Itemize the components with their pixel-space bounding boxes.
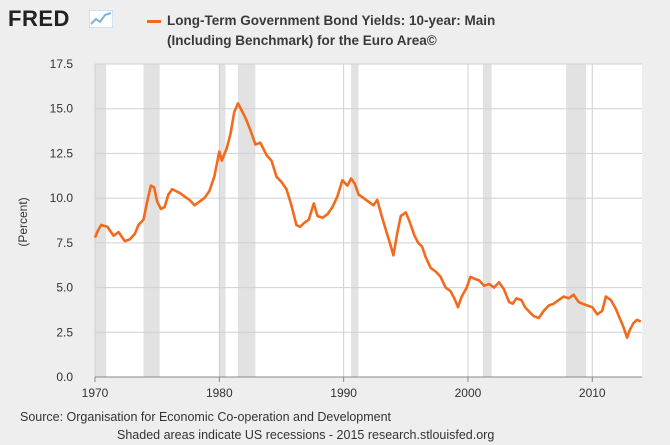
recession-band (566, 64, 587, 377)
y-tick-label: 17.5 (50, 57, 74, 71)
y-tick-label: 7.5 (56, 236, 73, 250)
recession-band (95, 64, 107, 377)
recession-band (351, 64, 359, 377)
legend-swatch (147, 20, 161, 23)
recession-note: Shaded areas indicate US recessions - 20… (117, 428, 495, 442)
header: FRED Long-Term Government Bond Yields: 1… (0, 0, 670, 52)
source-note: Source: Organisation for Economic Co-ope… (20, 410, 392, 424)
series-line (93, 101, 642, 340)
legend-label-line2: (Including Benchmark) for the Euro Area© (167, 33, 437, 48)
x-tick-label: 2000 (455, 386, 482, 400)
x-tick-label: 1990 (330, 386, 357, 400)
recession-band (482, 64, 492, 377)
y-tick-label: 5.0 (56, 281, 73, 295)
legend-label: Long-Term Government Bond Yields: 10-yea… (167, 11, 495, 51)
recession-band (237, 64, 256, 377)
y-tick-label: 0.0 (56, 370, 73, 384)
fred-logo: FRED (8, 6, 70, 31)
y-tick-label: 12.5 (50, 146, 74, 160)
y-tick-label: 10.0 (50, 191, 74, 205)
y-tick-label: 15.0 (50, 102, 74, 116)
recession-band (143, 64, 160, 377)
fred-chart-icon (89, 10, 113, 28)
x-tick-label: 1970 (82, 386, 109, 400)
y-tick-label: 2.5 (56, 325, 73, 339)
x-tick-label: 1980 (206, 386, 233, 400)
line-chart: 0.0 2.5 5.0 7.5 10.0 12.5 15.0 17.5 1970 1980 1990… (16, 57, 642, 400)
recession-band (219, 64, 226, 377)
y-axis-label: (Percent) (16, 197, 30, 246)
plot-area (95, 64, 642, 377)
x-tick-label: 2010 (579, 386, 606, 400)
legend-label-line1: Long-Term Government Bond Yields: 10-yea… (167, 13, 496, 28)
